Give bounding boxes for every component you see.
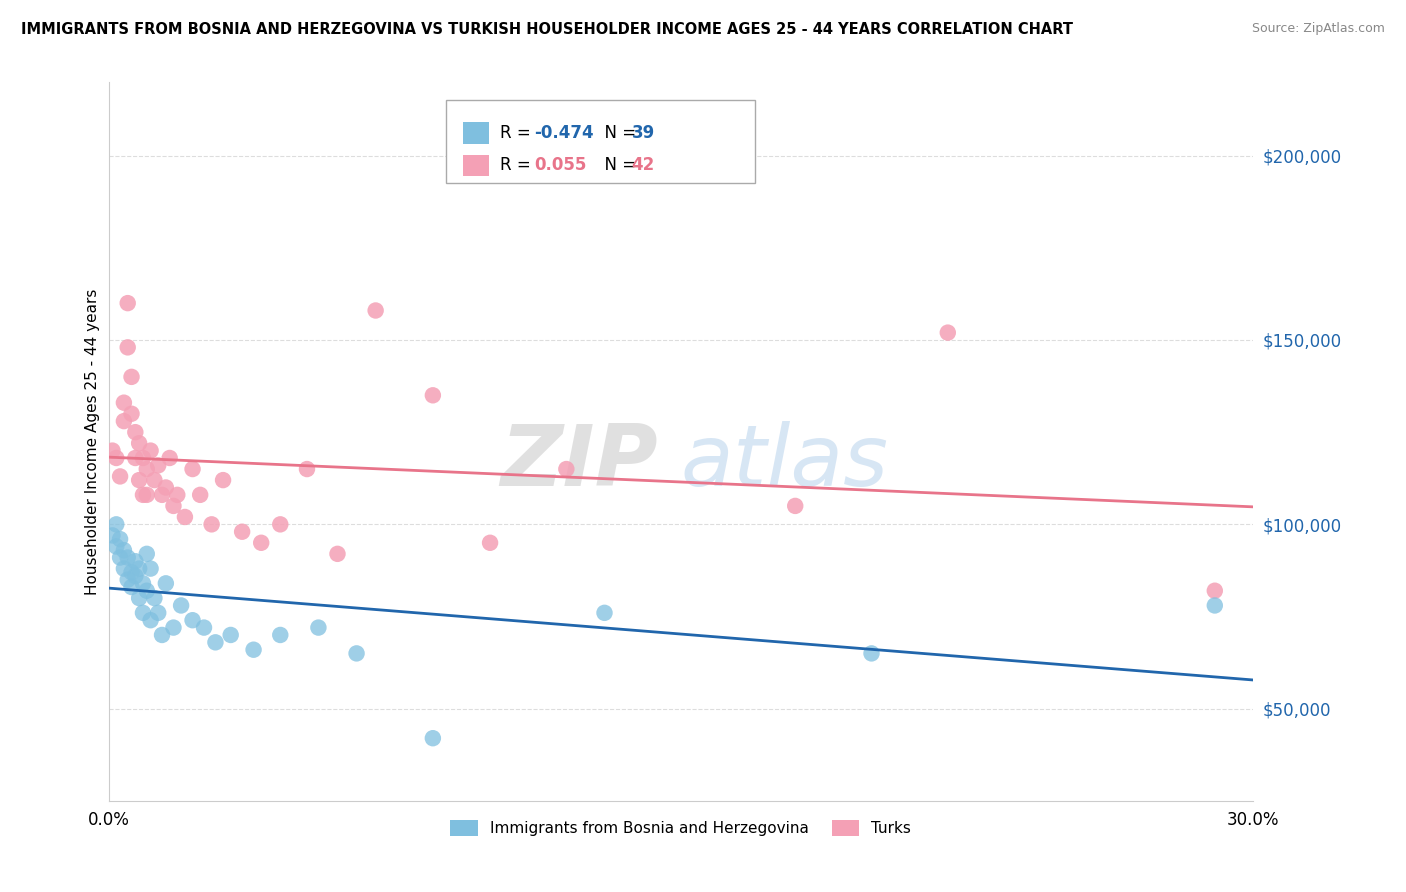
Text: Source: ZipAtlas.com: Source: ZipAtlas.com <box>1251 22 1385 36</box>
Point <box>166 488 188 502</box>
Point <box>124 554 146 568</box>
Legend: Immigrants from Bosnia and Herzegovina, Turks: Immigrants from Bosnia and Herzegovina, … <box>443 813 920 844</box>
Text: 42: 42 <box>631 156 655 174</box>
Point <box>479 536 502 550</box>
Point <box>250 536 273 550</box>
Point <box>105 540 128 554</box>
Point <box>159 450 181 465</box>
Text: ZIP: ZIP <box>501 421 658 505</box>
Point <box>132 576 155 591</box>
Point <box>785 499 807 513</box>
Point <box>555 462 578 476</box>
Point <box>148 606 170 620</box>
Point <box>124 450 146 465</box>
Point <box>112 395 135 409</box>
Text: R =: R = <box>501 124 536 142</box>
Point <box>204 635 226 649</box>
Point <box>101 528 124 542</box>
Point <box>135 462 157 476</box>
Point <box>132 450 155 465</box>
Point <box>128 436 150 450</box>
Point <box>143 591 166 606</box>
Point <box>124 425 146 439</box>
Point <box>1204 599 1226 613</box>
Point <box>150 488 173 502</box>
Text: atlas: atlas <box>681 421 889 505</box>
Point <box>121 580 143 594</box>
Point <box>108 550 131 565</box>
Point <box>188 488 211 502</box>
Text: 39: 39 <box>631 124 655 142</box>
Point <box>174 510 197 524</box>
Point <box>112 414 135 428</box>
Point <box>860 647 883 661</box>
Point <box>117 340 139 354</box>
Point <box>139 443 162 458</box>
Point <box>124 569 146 583</box>
Point <box>346 647 368 661</box>
Point <box>135 488 157 502</box>
Point <box>212 473 235 487</box>
Point <box>155 576 177 591</box>
Point <box>132 606 155 620</box>
Point <box>105 450 128 465</box>
Point <box>1204 583 1226 598</box>
Point <box>117 550 139 565</box>
Point <box>231 524 253 539</box>
Point <box>101 443 124 458</box>
Point <box>201 517 224 532</box>
Point <box>139 613 162 627</box>
Point <box>108 532 131 546</box>
Point <box>112 543 135 558</box>
Point <box>307 621 329 635</box>
Point <box>112 561 135 575</box>
Point <box>269 628 291 642</box>
Point <box>364 303 387 318</box>
Point <box>150 628 173 642</box>
Point <box>121 407 143 421</box>
Text: IMMIGRANTS FROM BOSNIA AND HERZEGOVINA VS TURKISH HOUSEHOLDER INCOME AGES 25 - 4: IMMIGRANTS FROM BOSNIA AND HERZEGOVINA V… <box>21 22 1073 37</box>
Point <box>170 599 193 613</box>
Point <box>135 547 157 561</box>
Point <box>936 326 959 340</box>
Point <box>422 388 444 402</box>
Text: N =: N = <box>593 156 641 174</box>
Text: -0.474: -0.474 <box>534 124 593 142</box>
Point <box>132 488 155 502</box>
Point <box>108 469 131 483</box>
Point <box>139 561 162 575</box>
Point <box>128 561 150 575</box>
Point <box>117 296 139 310</box>
Point <box>121 369 143 384</box>
Point <box>117 573 139 587</box>
Point <box>162 621 184 635</box>
Point <box>181 613 204 627</box>
Point <box>105 517 128 532</box>
Point <box>148 458 170 473</box>
FancyBboxPatch shape <box>446 100 755 183</box>
Bar <box>464 154 488 176</box>
Text: N =: N = <box>593 124 641 142</box>
Text: R =: R = <box>501 156 536 174</box>
Text: 0.055: 0.055 <box>534 156 586 174</box>
Point <box>128 473 150 487</box>
Point <box>155 481 177 495</box>
Bar <box>464 122 488 144</box>
Point <box>326 547 349 561</box>
Point <box>135 583 157 598</box>
Point <box>295 462 318 476</box>
Point <box>193 621 215 635</box>
Point <box>269 517 291 532</box>
Point <box>181 462 204 476</box>
Point <box>593 606 616 620</box>
Point <box>143 473 166 487</box>
Point <box>128 591 150 606</box>
Point <box>219 628 242 642</box>
Point <box>162 499 184 513</box>
Point <box>242 642 264 657</box>
Y-axis label: Householder Income Ages 25 - 44 years: Householder Income Ages 25 - 44 years <box>86 288 100 595</box>
Point <box>422 731 444 746</box>
Point <box>121 566 143 580</box>
